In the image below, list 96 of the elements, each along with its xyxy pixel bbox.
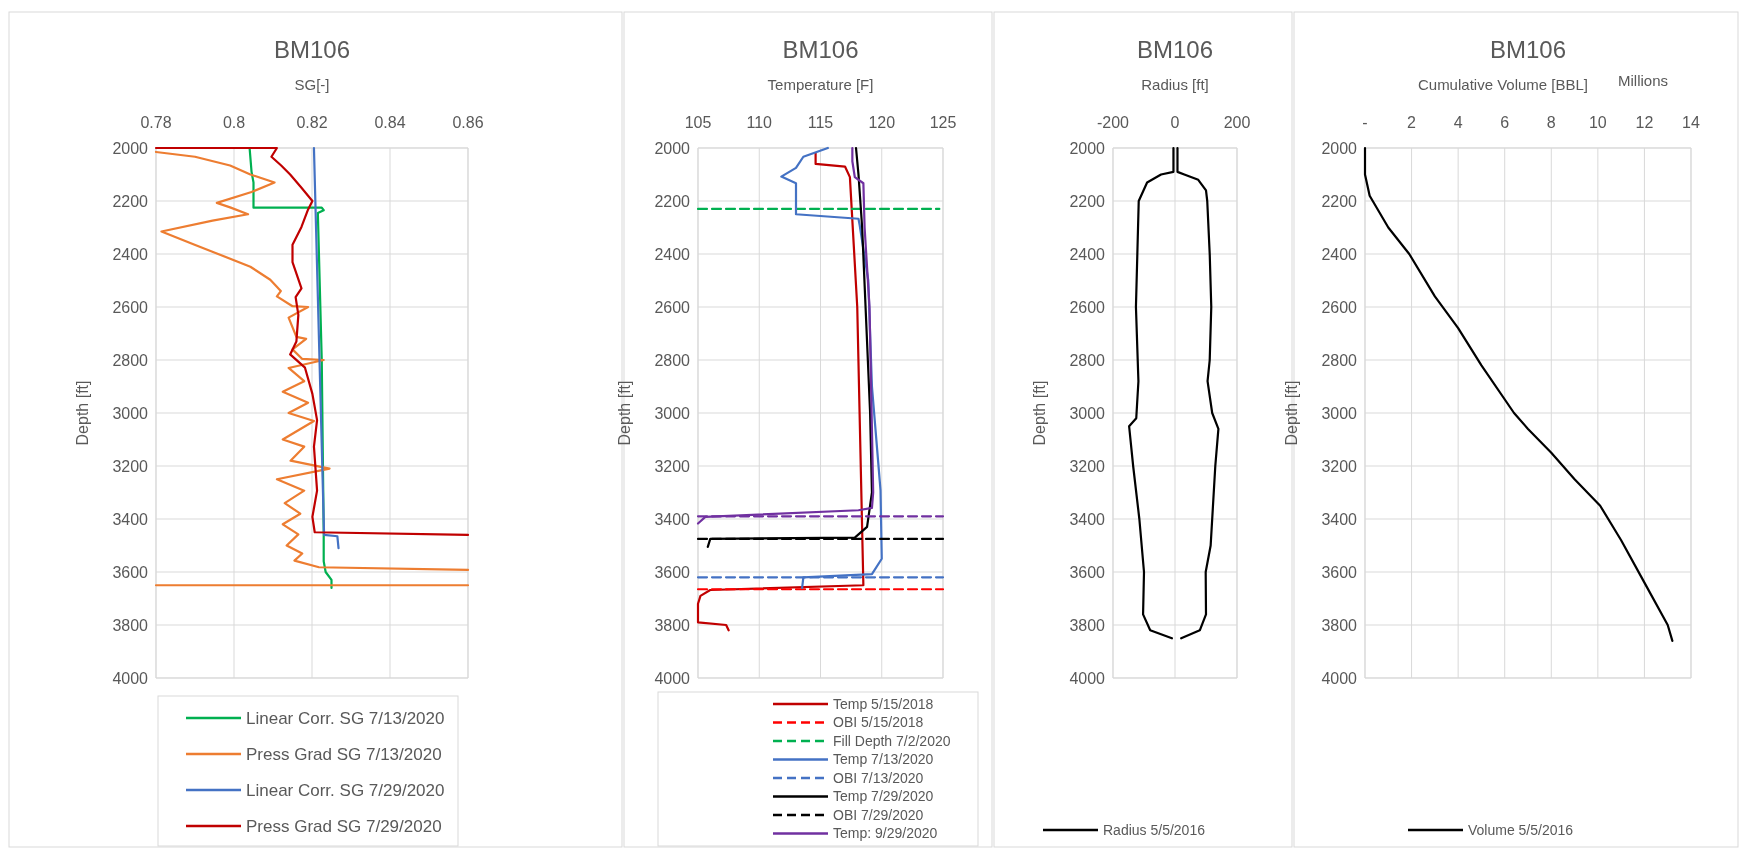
- legend-label: Linear Corr. SG 7/13/2020: [246, 708, 445, 728]
- chart-title: BM106: [1136, 36, 1214, 63]
- text: Millions: [1618, 72, 1669, 89]
- y-tick-label: 3400: [654, 510, 691, 528]
- x-tick-label: 0.8: [222, 114, 246, 131]
- legend-label: OBI 7/13/2020: [833, 769, 924, 786]
- chart-title: BM106: [782, 36, 859, 63]
- y-tick-label: 2000: [1321, 139, 1358, 157]
- legend-label: Press Grad SG 7/29/2020: [246, 816, 442, 836]
- x-tick-label: 10: [1588, 114, 1607, 131]
- x-tick-label: 0.84: [374, 114, 406, 131]
- y-tick-label: 3000: [112, 404, 149, 422]
- x-tick-label: 125: [929, 114, 957, 131]
- y-tick-label: 2200: [1321, 192, 1358, 210]
- y-tick-label: 3200: [654, 457, 691, 475]
- y-tick-label: 3600: [1069, 563, 1106, 581]
- legend-label: OBI 7/29/2020: [833, 806, 924, 823]
- line-series: [312, 146, 340, 550]
- x-tick-label: 0.86: [452, 114, 484, 131]
- y-tick-label: 3600: [654, 563, 691, 581]
- y-tick-label: 4000: [1069, 669, 1106, 687]
- y-tick-label: 2000: [112, 139, 149, 157]
- y-tick-label: 2400: [112, 245, 149, 263]
- legend-label: Temp: 9/29/2020: [833, 825, 938, 842]
- y-tick-label: 3200: [1321, 457, 1358, 475]
- x-tick-label: 2: [1407, 114, 1417, 131]
- x-tick-label: 120: [868, 114, 896, 131]
- y-axis-title: Depth [ft]: [616, 380, 633, 446]
- y-tick-label: 2800: [112, 351, 149, 369]
- x-tick-label: -: [1362, 114, 1368, 131]
- y-tick-label: 4000: [654, 669, 691, 687]
- y-tick-label: 4000: [112, 669, 149, 687]
- y-tick-label: 2600: [112, 298, 149, 316]
- x-tick-label: -200: [1096, 114, 1130, 131]
- y-tick-label: 3800: [1069, 616, 1106, 634]
- y-tick-label: 3000: [1069, 404, 1106, 422]
- legend-label: Temp 7/13/2020: [833, 751, 934, 768]
- legend-label: Fill Depth 7/2/2020: [833, 732, 951, 749]
- y-tick-label: 2400: [654, 245, 691, 263]
- y-tick-label: 2800: [1069, 351, 1106, 369]
- y-tick-label: 3800: [112, 616, 149, 634]
- y-tick-label: 2000: [654, 139, 691, 157]
- y-axis-title: Depth [ft]: [1283, 380, 1300, 446]
- y-tick-label: 2400: [1321, 245, 1358, 263]
- x-tick-label: 0.78: [140, 114, 172, 131]
- y-axis-title: Depth [ft]: [74, 380, 91, 446]
- y-tick-label: 3000: [1321, 404, 1358, 422]
- y-tick-label: 2000: [1069, 139, 1106, 157]
- y-tick-label: 2200: [1069, 192, 1106, 210]
- x-tick-label: 4: [1453, 114, 1463, 131]
- y-tick-label: 2800: [1321, 351, 1358, 369]
- y-tick-label: 3200: [112, 457, 149, 475]
- x-tick-label: 115: [807, 114, 834, 131]
- y-tick-label: 3600: [1321, 563, 1358, 581]
- x-tick-label: 12: [1635, 114, 1654, 131]
- chart-title: BM106: [1489, 36, 1567, 63]
- y-tick-label: 2800: [654, 351, 691, 369]
- y-tick-label: 4000: [1321, 669, 1358, 687]
- x-axis-title: Temperature [F]: [767, 76, 874, 93]
- y-tick-label: 3200: [1069, 457, 1106, 475]
- y-tick-label: 2600: [654, 298, 691, 316]
- x-axis-title: SG[-]: [294, 76, 330, 93]
- x-axis-title: Radius [ft]: [1141, 76, 1209, 93]
- x-tick-label: 0.82: [296, 114, 328, 131]
- x-tick-label: 8: [1546, 114, 1556, 131]
- line-series: [1363, 146, 1674, 642]
- legend-label: Temp 5/15/2018: [833, 695, 934, 712]
- y-tick-label: 3800: [654, 616, 691, 634]
- y-tick-label: 2600: [1321, 298, 1358, 316]
- line-series: [248, 146, 333, 589]
- y-tick-label: 3400: [112, 510, 149, 528]
- x-axis-title: Cumulative Volume [BBL]: [1417, 76, 1589, 93]
- y-tick-label: 3800: [1321, 616, 1358, 634]
- legend-label: Linear Corr. SG 7/29/2020: [246, 780, 445, 800]
- y-tick-label: 2200: [112, 192, 149, 210]
- x-tick-label: 14: [1682, 114, 1700, 131]
- legend-label: Radius 5/5/2016: [1103, 821, 1206, 838]
- x-tick-label: 105: [684, 114, 712, 131]
- legend-label: Press Grad SG 7/13/2020: [246, 744, 442, 764]
- x-tick-label: 6: [1500, 114, 1510, 131]
- y-tick-label: 2200: [654, 192, 691, 210]
- legend-label: OBI 5/15/2018: [833, 714, 924, 731]
- line-series: [696, 152, 865, 632]
- y-tick-label: 3000: [654, 404, 691, 422]
- y-tick-label: 2400: [1069, 245, 1106, 263]
- y-axis-title: Depth [ft]: [1031, 380, 1048, 446]
- y-tick-label: 2600: [1069, 298, 1106, 316]
- y-tick-label: 3600: [112, 563, 149, 581]
- x-tick-label: 0: [1170, 114, 1180, 131]
- y-tick-label: 3400: [1321, 510, 1358, 528]
- legend-label: Volume 5/5/2016: [1468, 821, 1574, 838]
- x-tick-label: 200: [1223, 114, 1251, 131]
- legend-label: Temp 7/29/2020: [833, 788, 934, 805]
- chart-title: BM106: [273, 36, 351, 63]
- x-tick-label: 110: [746, 114, 773, 131]
- y-tick-label: 3400: [1069, 510, 1106, 528]
